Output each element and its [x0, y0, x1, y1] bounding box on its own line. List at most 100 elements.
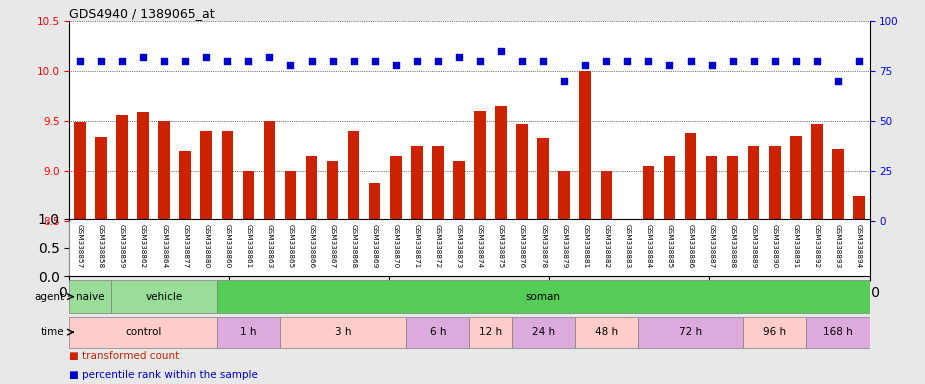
Point	[115, 58, 130, 64]
Point	[240, 58, 255, 64]
Bar	[221, 131, 233, 221]
Point	[684, 58, 698, 64]
Point	[852, 58, 867, 64]
Text: GSM338888: GSM338888	[730, 223, 735, 268]
Text: 48 h: 48 h	[595, 327, 618, 337]
Text: GSM338890: GSM338890	[771, 223, 778, 268]
Bar	[348, 131, 360, 221]
Text: GSM338857: GSM338857	[77, 223, 83, 268]
Point	[768, 58, 783, 64]
Text: 168 h: 168 h	[823, 327, 853, 337]
Text: 1 h: 1 h	[240, 327, 256, 337]
Text: 24 h: 24 h	[532, 327, 555, 337]
Point	[136, 54, 151, 60]
Bar	[112, 280, 216, 313]
Text: 96 h: 96 h	[763, 327, 786, 337]
Point	[578, 62, 593, 68]
Bar	[264, 121, 276, 221]
Text: 6 h: 6 h	[429, 327, 446, 337]
Text: GDS4940 / 1389065_at: GDS4940 / 1389065_at	[69, 7, 215, 20]
Point	[178, 58, 192, 64]
Bar	[306, 156, 317, 221]
Bar	[512, 316, 574, 348]
Point	[725, 58, 740, 64]
Bar	[743, 316, 807, 348]
Text: agent: agent	[34, 291, 65, 302]
Point	[704, 62, 719, 68]
Point	[430, 58, 445, 64]
Bar	[600, 171, 612, 221]
Bar	[574, 316, 638, 348]
Bar	[663, 156, 675, 221]
Text: GSM338862: GSM338862	[140, 223, 146, 268]
Bar	[201, 131, 212, 221]
Text: GSM338884: GSM338884	[646, 223, 651, 268]
Text: GSM338894: GSM338894	[856, 223, 862, 268]
Point	[304, 58, 319, 64]
Text: time: time	[41, 327, 65, 337]
Bar	[811, 124, 822, 221]
Bar	[537, 138, 549, 221]
Point	[788, 58, 803, 64]
Bar	[579, 71, 591, 221]
Point	[831, 78, 845, 84]
Point	[367, 58, 382, 64]
Point	[410, 58, 425, 64]
Text: GSM338858: GSM338858	[98, 223, 104, 268]
Point	[809, 58, 824, 64]
Bar	[727, 156, 738, 221]
Bar	[117, 115, 128, 221]
Bar	[453, 161, 464, 221]
Text: GSM338874: GSM338874	[477, 223, 483, 268]
Text: GSM338868: GSM338868	[351, 223, 357, 268]
Bar	[216, 280, 870, 313]
Bar	[69, 316, 216, 348]
Point	[346, 58, 361, 64]
Text: GSM338863: GSM338863	[266, 223, 272, 268]
Bar	[158, 121, 170, 221]
Bar	[390, 156, 401, 221]
Text: GSM338860: GSM338860	[224, 223, 230, 268]
Text: GSM338875: GSM338875	[498, 223, 504, 268]
Point	[262, 54, 277, 60]
Text: soman: soman	[525, 291, 561, 302]
Bar	[853, 196, 865, 221]
Point	[746, 58, 761, 64]
Point	[388, 62, 403, 68]
Text: GSM338865: GSM338865	[288, 223, 293, 268]
Bar	[137, 112, 149, 221]
Point	[283, 62, 298, 68]
Text: GSM338878: GSM338878	[540, 223, 546, 268]
Bar	[369, 183, 380, 221]
Bar	[769, 146, 781, 221]
Bar	[242, 171, 254, 221]
Point	[557, 78, 572, 84]
Text: GSM338883: GSM338883	[624, 223, 630, 268]
Point	[662, 62, 677, 68]
Text: ■ percentile rank within the sample: ■ percentile rank within the sample	[69, 370, 258, 380]
Bar	[790, 136, 802, 221]
Point	[451, 54, 466, 60]
Bar	[475, 111, 486, 221]
Point	[641, 58, 656, 64]
Point	[473, 58, 487, 64]
Text: ■ transformed count: ■ transformed count	[69, 351, 179, 361]
Text: GSM338881: GSM338881	[582, 223, 588, 268]
Bar	[516, 124, 528, 221]
Bar	[559, 171, 570, 221]
Text: GSM338869: GSM338869	[372, 223, 377, 268]
Text: naive: naive	[76, 291, 105, 302]
Text: GSM338859: GSM338859	[119, 223, 125, 268]
Text: GSM338885: GSM338885	[667, 223, 672, 268]
Text: GSM338864: GSM338864	[161, 223, 167, 268]
Point	[220, 58, 235, 64]
Point	[72, 58, 87, 64]
Bar	[406, 316, 470, 348]
Point	[156, 58, 171, 64]
Text: GSM338872: GSM338872	[435, 223, 441, 268]
Text: GSM338876: GSM338876	[519, 223, 525, 268]
Point	[598, 58, 613, 64]
Bar	[69, 280, 112, 313]
Bar	[327, 161, 339, 221]
Text: GSM338882: GSM338882	[603, 223, 610, 268]
